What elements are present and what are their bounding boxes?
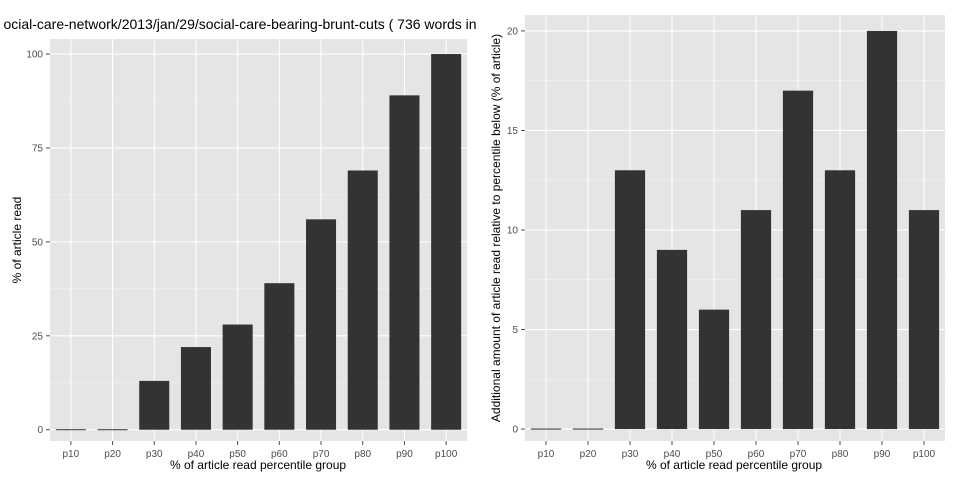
chart-left-x-tick-label: p60 xyxy=(271,449,288,460)
chart-left-bar-p40 xyxy=(180,347,211,430)
chart-right-x-tick-label: p90 xyxy=(874,449,891,460)
chart-right-y-ticks: 0 5 10 15 20 xyxy=(507,26,525,436)
chart-left-y-tick-label: 25 xyxy=(32,331,44,342)
chart-right-bar-p30 xyxy=(614,170,646,430)
chart-left: ocial-care-network/2013/jan/29/social-ca… xyxy=(3,16,476,472)
chart-right-y-tick-label: 0 xyxy=(512,425,518,436)
chart-right-y-tick-label: 15 xyxy=(507,126,519,137)
chart-right-bar-p80 xyxy=(824,170,856,430)
chart-right-bar-p20 xyxy=(572,428,604,430)
chart-right-bar-p90 xyxy=(866,30,898,430)
chart-left-x-tick-label: p30 xyxy=(146,449,163,460)
chart-left-bar-p80 xyxy=(347,170,378,430)
chart-left-bar-p100 xyxy=(431,54,462,430)
chart-left-bar-p30 xyxy=(139,380,170,430)
chart-right-bar-p100 xyxy=(908,210,940,430)
chart-right-x-tick-label: p10 xyxy=(538,449,555,460)
chart-left-bar-p20 xyxy=(97,429,128,431)
chart-right-y-tick-label: 10 xyxy=(507,225,519,236)
chart-left-y-ticks: 0 25 50 75 100 xyxy=(26,50,50,436)
chart-left-y-tick-label: 100 xyxy=(26,50,43,61)
chart-left-x-tick-label: p100 xyxy=(435,449,458,460)
chart-left-y-axis-title: % of article read xyxy=(10,197,24,284)
chart-left-y-tick-label: 75 xyxy=(32,143,44,154)
chart-right-x-tick-label: p80 xyxy=(832,449,849,460)
chart-left-x-ticks: p10 p20 p30 p40 p50 p60 p70 p80 p90 p100 xyxy=(63,441,458,460)
chart-right-bar-p40 xyxy=(656,249,688,430)
chart-right-bar-p60 xyxy=(740,210,772,430)
chart-right-x-tick-label: p40 xyxy=(664,449,681,460)
chart-left-bar-p50 xyxy=(222,324,253,430)
chart-left-y-tick-label: 0 xyxy=(37,425,43,436)
chart-right-x-tick-label: p60 xyxy=(748,449,765,460)
chart-left-x-tick-label: p90 xyxy=(396,449,413,460)
chart-left-bar-p10 xyxy=(55,429,86,431)
chart-left-bar-p70 xyxy=(306,219,337,430)
chart-left-bar-p90 xyxy=(389,95,420,430)
chart-right-x-axis-title: % of article read percentile group xyxy=(646,458,822,472)
chart-left-x-tick-label: p20 xyxy=(104,449,121,460)
chart-left-y-tick-label: 50 xyxy=(32,237,44,248)
chart-right-x-tick-label: p100 xyxy=(913,449,936,460)
chart-left-x-axis-title: % of article read percentile group xyxy=(170,458,346,472)
chart-right-x-tick-label: p30 xyxy=(622,449,639,460)
chart-right-x-tick-label: p50 xyxy=(706,449,723,460)
chart-left-x-tick-label: p80 xyxy=(354,449,371,460)
chart-right-x-tick-label: p70 xyxy=(790,449,807,460)
chart-right: 0 5 10 15 20 p10 p20 p30 p40 p50 p60 p70 p80 p90 p100… xyxy=(489,15,945,472)
chart-right-bar-p10 xyxy=(530,428,562,430)
chart-right-y-axis-title: Additional amount of article read relati… xyxy=(489,34,503,422)
chart-right-bar-p50 xyxy=(698,309,730,430)
chart-left-bars xyxy=(55,54,462,431)
chart-right-x-ticks: p10 p20 p30 p40 p50 p60 p70 p80 p90 p100 xyxy=(538,441,936,460)
chart-left-x-tick-label: p70 xyxy=(313,449,330,460)
chart-right-x-tick-label: p20 xyxy=(580,449,597,460)
chart-right-bar-p70 xyxy=(782,90,814,430)
chart-left-bar-p60 xyxy=(264,283,295,430)
chart-right-y-tick-label: 20 xyxy=(507,26,519,37)
chart-left-title: ocial-care-network/2013/jan/29/social-ca… xyxy=(3,16,476,32)
chart-right-y-tick-label: 5 xyxy=(512,325,518,336)
chart-left-x-tick-label: p10 xyxy=(63,449,80,460)
chart-right-bars xyxy=(530,30,940,430)
chart-left-x-tick-label: p50 xyxy=(229,449,246,460)
chart-left-x-tick-label: p40 xyxy=(188,449,205,460)
